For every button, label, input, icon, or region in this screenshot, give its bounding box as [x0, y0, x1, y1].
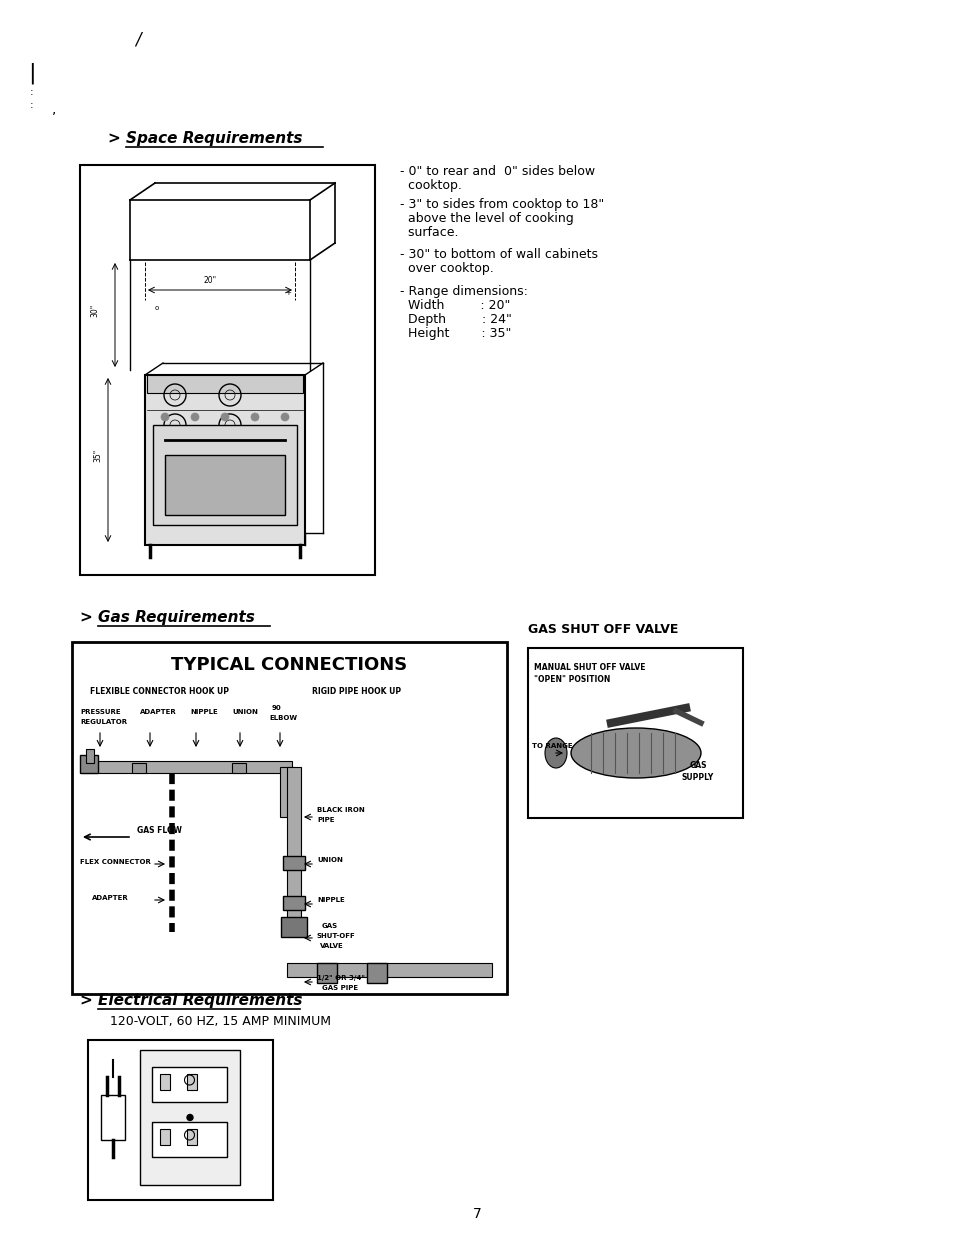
Text: FLEX CONNECTOR: FLEX CONNECTOR: [80, 859, 151, 865]
Text: RIGID PIPE HOOK UP: RIGID PIPE HOOK UP: [312, 687, 400, 696]
Bar: [287, 963, 492, 977]
Text: SHUT-OFF: SHUT-OFF: [316, 933, 355, 939]
Text: > Electrical Requirements: > Electrical Requirements: [80, 993, 302, 1008]
Text: GAS FLOW: GAS FLOW: [137, 826, 182, 835]
Bar: [280, 768, 294, 817]
Bar: [80, 755, 98, 772]
Text: ,: ,: [52, 102, 56, 116]
Text: 7: 7: [472, 1207, 481, 1220]
Text: SUPPLY: SUPPLY: [681, 772, 714, 782]
Text: GAS: GAS: [322, 923, 337, 929]
Text: NIPPLE: NIPPLE: [316, 897, 344, 903]
Text: - 30" to bottom of wall cabinets: - 30" to bottom of wall cabinets: [399, 248, 598, 262]
Ellipse shape: [544, 738, 566, 768]
Text: PIPE: PIPE: [316, 817, 335, 823]
Circle shape: [161, 413, 169, 421]
Bar: [71, 642, 506, 995]
Bar: [160, 1074, 170, 1090]
Bar: [160, 1129, 170, 1145]
Bar: [165, 455, 285, 515]
Text: Height        : 35": Height : 35": [399, 327, 511, 341]
Bar: [187, 1129, 196, 1145]
Bar: [145, 375, 305, 545]
Text: UNION: UNION: [316, 856, 342, 863]
Bar: [88, 1040, 273, 1199]
Text: above the level of cooking: above the level of cooking: [399, 212, 573, 225]
Bar: [152, 424, 296, 524]
Text: PRESSURE: PRESSURE: [80, 710, 120, 714]
Text: 90: 90: [272, 705, 281, 711]
Bar: [86, 749, 94, 763]
Bar: [232, 763, 246, 772]
Bar: [316, 963, 336, 983]
Text: :: :: [30, 88, 33, 97]
Text: TO RANGE: TO RANGE: [532, 743, 572, 749]
Bar: [283, 856, 305, 870]
Bar: [152, 1067, 227, 1102]
Circle shape: [281, 413, 289, 421]
Text: 30": 30": [90, 304, 99, 317]
Text: REGULATOR: REGULATOR: [80, 719, 127, 726]
Bar: [283, 896, 305, 909]
Bar: [287, 768, 301, 932]
Text: GAS PIPE: GAS PIPE: [322, 985, 357, 991]
Text: NIPPLE: NIPPLE: [190, 710, 217, 714]
Text: Depth         : 24": Depth : 24": [399, 313, 512, 326]
Text: MANUAL SHUT OFF VALVE: MANUAL SHUT OFF VALVE: [534, 663, 645, 673]
Bar: [140, 1050, 240, 1185]
Text: /: /: [135, 31, 140, 49]
Bar: [281, 917, 307, 937]
Text: 1/2" OR 3/4": 1/2" OR 3/4": [316, 975, 364, 981]
Text: VALVE: VALVE: [319, 943, 343, 949]
Text: over cooktop.: over cooktop.: [399, 262, 494, 275]
Circle shape: [221, 413, 229, 421]
Text: BLACK IRON: BLACK IRON: [316, 807, 364, 813]
Bar: [152, 1122, 227, 1157]
Text: surface.: surface.: [399, 226, 458, 239]
Circle shape: [187, 1114, 193, 1120]
Text: 35": 35": [92, 449, 102, 462]
Text: :: :: [30, 100, 33, 110]
Text: Width         : 20": Width : 20": [399, 299, 510, 312]
Text: - 0" to rear and  0" sides below: - 0" to rear and 0" sides below: [399, 165, 595, 178]
Text: UNION: UNION: [232, 710, 257, 714]
Text: 120-VOLT, 60 HZ, 15 AMP MINIMUM: 120-VOLT, 60 HZ, 15 AMP MINIMUM: [110, 1016, 331, 1028]
Bar: [101, 1095, 125, 1140]
Text: ADAPTER: ADAPTER: [91, 895, 129, 901]
Bar: [147, 375, 303, 392]
Bar: [132, 763, 146, 772]
Text: ELBOW: ELBOW: [269, 714, 296, 721]
Text: +: +: [285, 290, 291, 296]
Bar: [80, 165, 375, 575]
Bar: [367, 963, 387, 983]
Text: TYPICAL CONNECTIONS: TYPICAL CONNECTIONS: [172, 656, 407, 674]
Text: cooktop.: cooktop.: [399, 179, 461, 193]
Text: ADAPTER: ADAPTER: [140, 710, 176, 714]
Text: GAS: GAS: [689, 761, 707, 770]
Bar: [187, 1074, 196, 1090]
Bar: [82, 761, 292, 772]
Circle shape: [251, 413, 258, 421]
Text: > Gas Requirements: > Gas Requirements: [80, 610, 254, 624]
Text: "OPEN" POSITION: "OPEN" POSITION: [534, 675, 610, 684]
Circle shape: [191, 413, 199, 421]
Text: - 3" to sides from cooktop to 18": - 3" to sides from cooktop to 18": [399, 197, 603, 211]
Text: GAS SHUT OFF VALVE: GAS SHUT OFF VALVE: [527, 623, 678, 636]
Text: o: o: [154, 305, 159, 311]
Bar: [527, 648, 742, 818]
Text: |: |: [28, 62, 35, 84]
Text: > Space Requirements: > Space Requirements: [108, 131, 302, 146]
Text: FLEXIBLE CONNECTOR HOOK UP: FLEXIBLE CONNECTOR HOOK UP: [90, 687, 229, 696]
Text: - Range dimensions:: - Range dimensions:: [399, 285, 527, 297]
Text: 20": 20": [203, 276, 216, 285]
Ellipse shape: [571, 728, 700, 777]
